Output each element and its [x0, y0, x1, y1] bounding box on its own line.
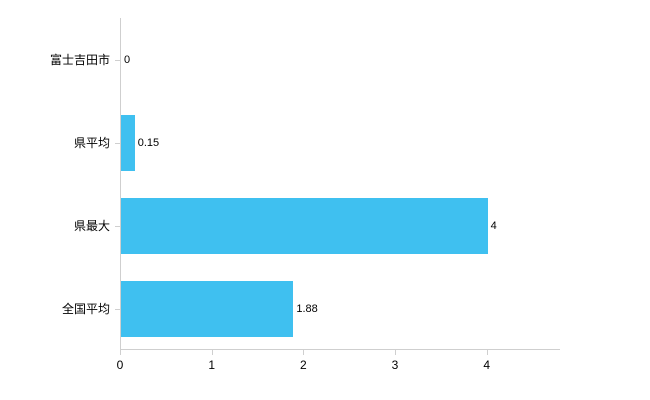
x-tick-mark [211, 350, 213, 355]
category-label-全国平均: 全国平均 [61, 301, 110, 316]
bar-全国平均 [121, 280, 294, 337]
x-tick-label-4: 4 [483, 358, 490, 372]
value-label-県平均: 0.15 [137, 136, 160, 149]
category-label-県平均: 県平均 [73, 135, 110, 150]
bar-県最大 [121, 197, 488, 254]
y-tick-mark [115, 142, 120, 144]
y-tick-mark [115, 59, 120, 61]
x-tick-label-1: 1 [208, 358, 215, 372]
plot-area [120, 18, 560, 350]
x-tick-mark [120, 350, 121, 355]
x-tick-mark [486, 350, 488, 355]
y-tick-mark [115, 308, 120, 310]
value-label-富士吉田市: 0 [124, 53, 131, 66]
value-label-全国平均: 1.88 [296, 302, 318, 315]
x-tick-label-0: 0 [116, 358, 124, 372]
x-tick-mark [303, 350, 305, 355]
category-label-県最大: 県最大 [73, 218, 110, 233]
x-tick-mark [395, 350, 396, 355]
x-tick-label-2: 2 [299, 358, 307, 372]
y-tick-mark [115, 225, 120, 227]
value-label-県最大: 4 [490, 219, 497, 232]
bar-県平均 [121, 114, 135, 171]
x-tick-label-3: 3 [391, 358, 399, 372]
category-label-富士吉田市: 富士吉田市 [49, 52, 110, 67]
